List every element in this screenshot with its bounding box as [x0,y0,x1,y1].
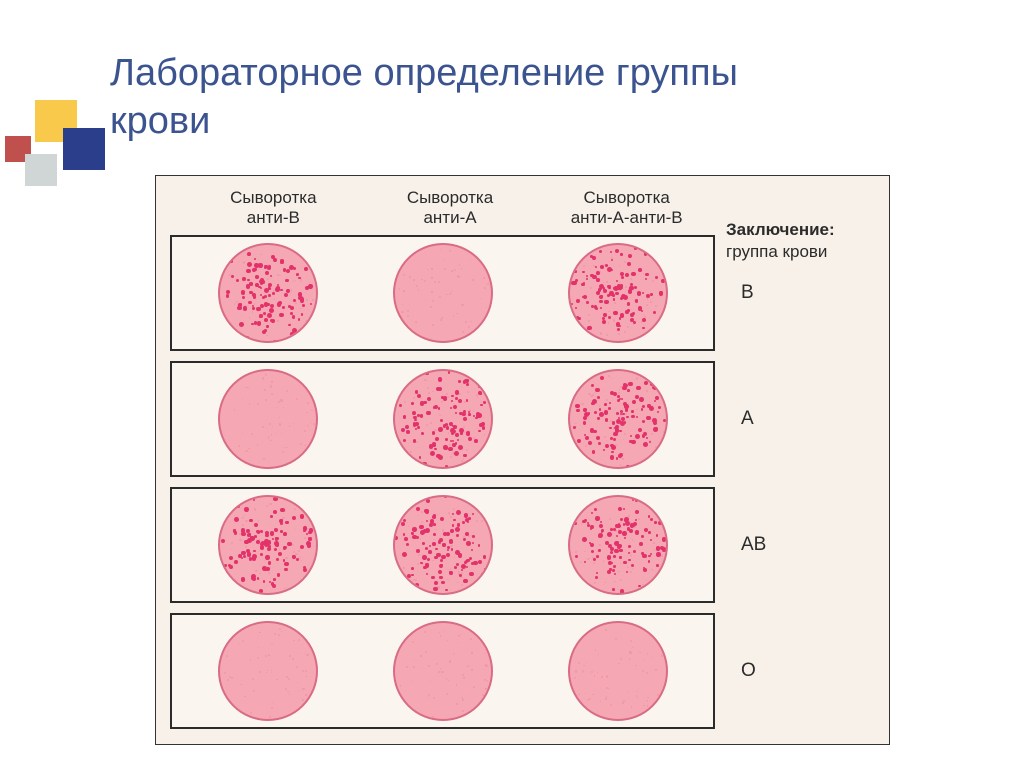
blood-typing-figure: Сыворотка анти-В Сыворотка анти-А Сыворо… [155,175,890,745]
smooth-circle [218,621,318,721]
row-label: А [741,408,754,430]
panel-rows: В А АВ О [170,235,875,729]
panel-row: А [170,361,875,477]
agglutinated-circle [568,369,668,469]
legend-subtitle: группа крови [726,242,827,262]
header-text: Сыворотка [407,188,493,207]
smooth-circle [393,621,493,721]
serum-headers: Сыворотка анти-В Сыворотка анти-А Сыворо… [185,188,715,229]
slide-title: Лабораторное определение группы крови [110,50,738,145]
header-text: Сыворотка [583,188,669,207]
header-text: анти-А-анти-В [571,208,683,227]
panel-row: АВ [170,487,875,603]
header-text: анти-В [247,208,300,227]
deco-square-blue [63,128,105,170]
row-label: АВ [741,534,766,556]
serum-header-anti-b: Сыворотка анти-В [185,188,362,229]
serum-header-anti-ab: Сыворотка анти-А-анти-В [538,188,715,229]
header-text: Сыворотка [230,188,316,207]
row-label: О [741,660,756,682]
panel [170,361,715,477]
agglutinated-circle [393,495,493,595]
panel [170,235,715,351]
header-text: анти-А [423,208,476,227]
deco-square-gray [25,154,57,186]
title-line-2: крови [110,100,210,142]
row-label: В [741,282,754,304]
panel [170,613,715,729]
agglutinated-circle [218,243,318,343]
smooth-circle [568,621,668,721]
title-line-1: Лабораторное определение группы [110,52,738,94]
panel-row: О [170,613,875,729]
agglutinated-circle [218,495,318,595]
smooth-circle [393,243,493,343]
serum-header-anti-a: Сыворотка анти-А [362,188,539,229]
slide-decorator [5,100,110,205]
panel [170,487,715,603]
agglutinated-circle [568,243,668,343]
smooth-circle [218,369,318,469]
legend-title: Заключение: [726,220,835,240]
agglutinated-circle [393,369,493,469]
agglutinated-circle [568,495,668,595]
